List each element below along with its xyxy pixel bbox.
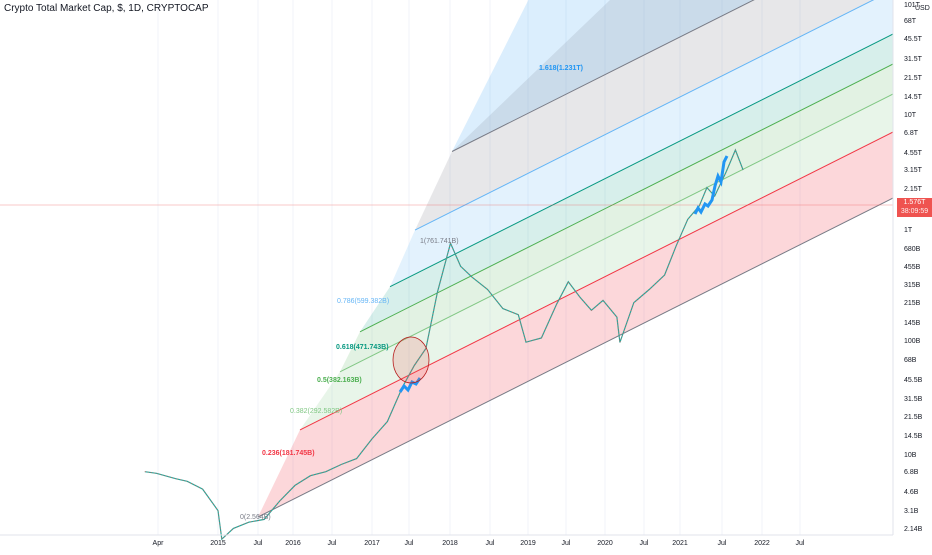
- fib-level-label: 0.618(471.743B): [336, 344, 389, 351]
- annotations: [392, 336, 430, 384]
- fib-level-line: [339, 93, 894, 373]
- y-tick-label: 14.5T: [904, 94, 923, 101]
- fib-level-label: 0.786(599.382B): [337, 298, 389, 305]
- y-tick-label: 31.5T: [904, 56, 923, 63]
- x-tick-label: Jul: [796, 540, 805, 547]
- fib-level-label: 1.618(1.231T): [539, 65, 583, 72]
- y-tick-label: 2.15T: [904, 186, 923, 193]
- projection-arrow-2017: [398, 377, 422, 393]
- y-tick-label: 3.1B: [904, 508, 919, 515]
- y-tick-label: 101T: [904, 2, 921, 9]
- fib-band: [452, 0, 754, 152]
- y-tick-label: 100B: [904, 338, 921, 345]
- x-tick-label: Jul: [486, 540, 495, 547]
- y-tick-label: 68B: [904, 357, 917, 364]
- x-tick-label: 2017: [364, 540, 380, 547]
- fib-level-label: 0(2.564B): [240, 514, 271, 521]
- y-tick-label: 455B: [904, 264, 921, 271]
- y-tick-label: 10T: [904, 112, 917, 119]
- price-line-up: [144, 148, 744, 541]
- x-tick-label: 2021: [672, 540, 688, 547]
- fib-level-line: [359, 63, 894, 333]
- x-tick-label: Jul: [718, 540, 727, 547]
- bar-countdown: 38:09:59: [900, 208, 929, 215]
- y-tick-label: 315B: [904, 282, 921, 289]
- y-tick-label: 10B: [904, 452, 917, 459]
- last-price-value: 1.576T: [903, 199, 926, 206]
- x-tick-label: Jul: [254, 540, 263, 547]
- x-tick-label: Jul: [640, 540, 649, 547]
- y-tick-label: 145B: [904, 320, 921, 327]
- x-tick-label: 2020: [597, 540, 613, 547]
- y-tick-label: 2.14B: [904, 526, 923, 533]
- fib-channel-lines: [257, 0, 894, 518]
- y-tick-label: 45.5B: [904, 377, 923, 384]
- y-tick-label: 680B: [904, 246, 921, 253]
- fib-band: [258, 132, 893, 517]
- price-series: [0, 148, 893, 541]
- y-tick-label: 4.6B: [904, 489, 919, 496]
- fib-level-label: 0.5(382.163B): [317, 377, 362, 384]
- y-tick-label: 3.15T: [904, 167, 923, 174]
- fib-band: [340, 64, 893, 372]
- x-tick-label: Apr: [153, 540, 165, 547]
- fib-level-label: 1(761.741B): [420, 238, 459, 245]
- y-tick-label: 31.5B: [904, 396, 923, 403]
- highlight-circle: [392, 336, 430, 384]
- y-tick-label: 14.5B: [904, 433, 923, 440]
- y-tick-label: 215B: [904, 300, 921, 307]
- fib-band: [360, 34, 893, 332]
- y-tick-label: 68T: [904, 18, 917, 25]
- fib-band: [300, 94, 893, 430]
- x-tick-label: 2019: [520, 540, 536, 547]
- fib-level-line: [451, 0, 755, 152]
- last-price-tag: 1.576T 38:09:59: [897, 198, 932, 217]
- projection-arrows: [398, 155, 729, 393]
- x-tick-label: Jul: [328, 540, 337, 547]
- fib-level-labels: 0(2.564B) 0.236(181.745B) 0.382(292.582B) 0…: [240, 65, 583, 521]
- y-tick-label: 1T: [904, 227, 913, 234]
- x-tick-label: 2015: [210, 540, 226, 547]
- x-tick-label: 2016: [285, 540, 301, 547]
- fib-band-top: [452, 0, 893, 152]
- y-tick-label: 21.5B: [904, 414, 923, 421]
- y-tick-label: 6.8B: [904, 469, 919, 476]
- fib-level-line: [414, 0, 875, 231]
- y-tick-label: 4.55T: [904, 150, 923, 157]
- y-unit-label: USD: [915, 5, 930, 12]
- fib-level-label: 0.236(181.745B): [262, 450, 315, 457]
- fib-level-label: 0.382(292.582B): [290, 408, 342, 415]
- y-tick-label: 21.5T: [904, 75, 923, 82]
- x-tick-label: 2018: [442, 540, 458, 547]
- chart-title: Crypto Total Market Cap, $, 1D, CRYPTOCA…: [4, 3, 209, 14]
- projection-arrow-2021: [693, 155, 729, 215]
- x-tick-label: 2022: [754, 540, 770, 547]
- fib-level-line: [389, 33, 894, 288]
- x-tick-label: Jul: [562, 540, 571, 547]
- fib-channel-fills: [258, 0, 893, 517]
- fib-level-line: [257, 197, 894, 518]
- fib-band: [390, 0, 893, 287]
- fib-level-line: [299, 131, 894, 431]
- y-tick-label: 45.5T: [904, 36, 923, 43]
- grid: [157, 0, 801, 535]
- x-tick-label: Jul: [405, 540, 414, 547]
- y-tick-label: 6.8T: [904, 130, 919, 137]
